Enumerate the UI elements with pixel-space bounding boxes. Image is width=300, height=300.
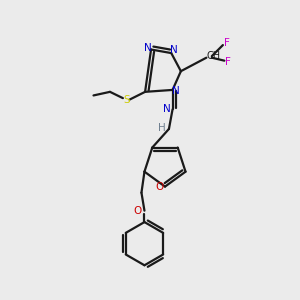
Text: N: N [144,43,152,53]
Text: N: N [172,86,180,96]
Text: F: F [225,57,231,67]
Text: O: O [134,206,142,216]
Text: CH: CH [206,52,220,61]
Text: S: S [123,95,130,105]
Text: N: N [163,104,171,114]
Text: N: N [170,45,178,55]
Text: O: O [155,182,164,192]
Text: F: F [224,38,230,48]
Text: H: H [158,123,166,133]
